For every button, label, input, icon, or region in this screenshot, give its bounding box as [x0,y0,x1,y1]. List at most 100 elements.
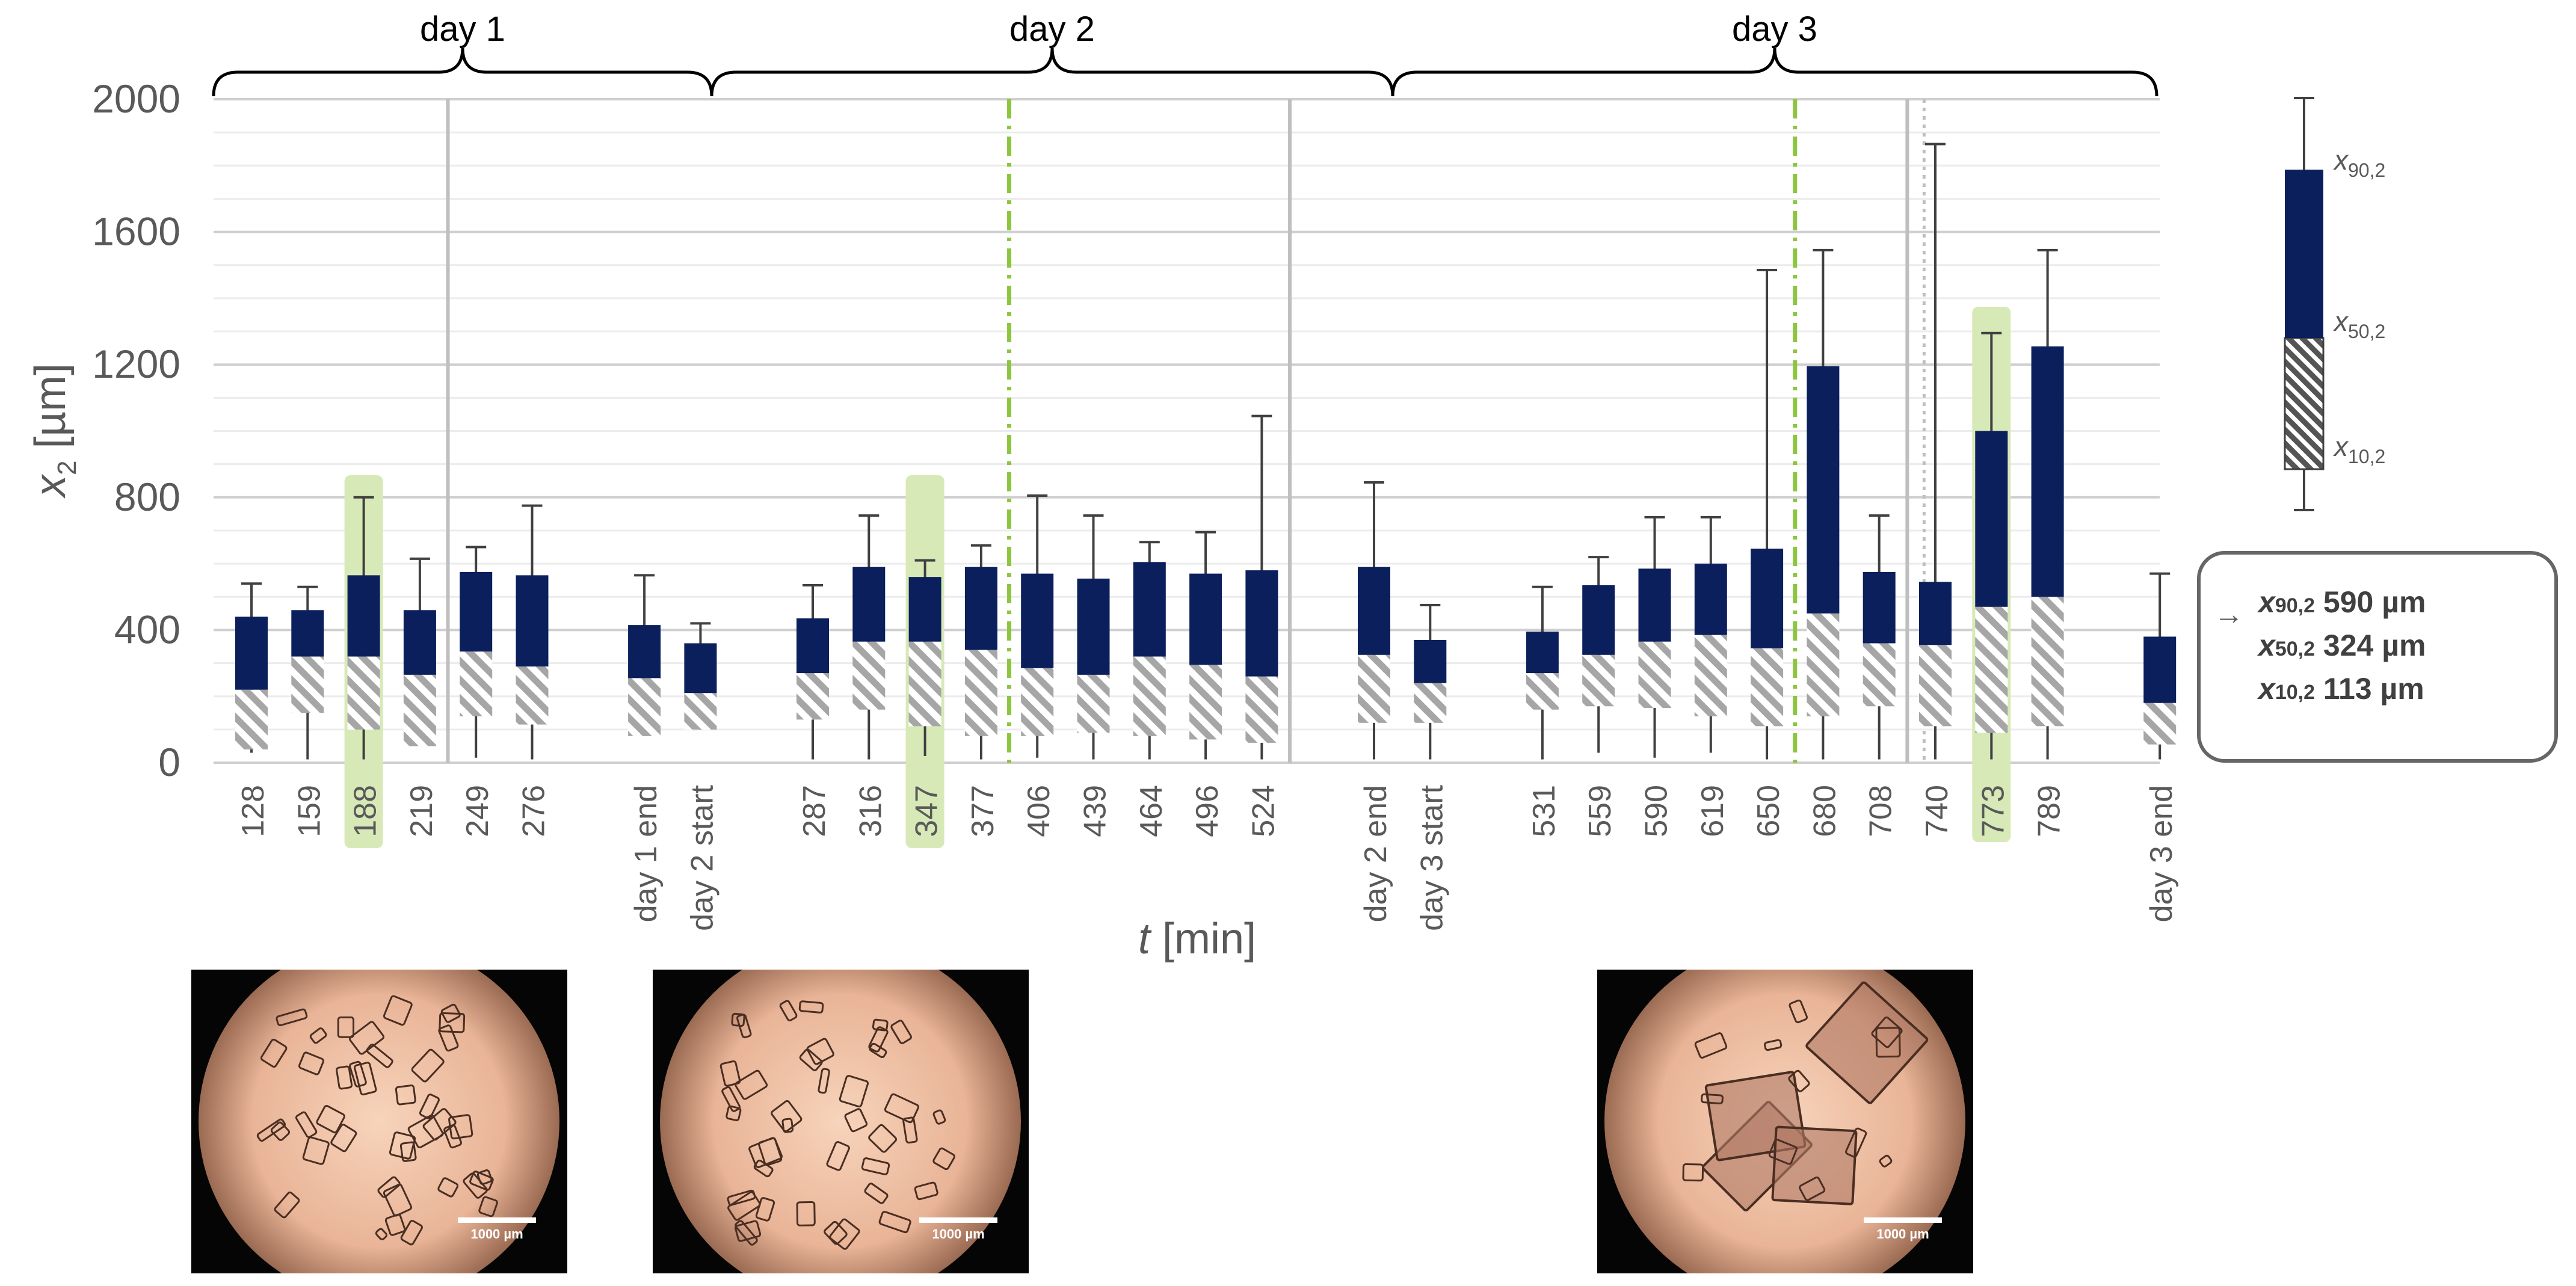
box-316: 316 [852,514,888,837]
box-lower [1133,656,1166,736]
crystal [437,1177,459,1198]
box-377: 377 [964,544,1000,837]
crystal [298,1051,325,1075]
crystal [349,1060,367,1088]
x-tick-label: 188 [348,785,383,837]
box-287: 287 [797,583,832,837]
crystal [399,1141,417,1162]
box-lower [1414,683,1447,723]
legend-label-x50: x50,2 [2333,306,2385,342]
box-650: 650 [1751,269,1786,837]
day-label: day 2 [1009,10,1095,49]
box-upper [2031,346,2064,597]
scale-bar: 1000 µm [458,1217,536,1242]
box-590: 590 [1638,515,1674,837]
crystal [736,1014,752,1039]
y-tick-label: 0 [158,740,180,784]
crystal [1845,1127,1867,1158]
microscope-field [660,970,1021,1273]
box-lower [347,656,380,730]
x-tick-label: day 3 end [2144,785,2179,922]
crystal [419,1094,440,1119]
crystal [868,1124,898,1153]
micrograph-773: 1000 µm [1597,970,1973,1273]
crystal [478,1196,498,1217]
crystal [1799,1177,1826,1201]
box-upper [1863,571,1896,644]
x-tick-label: 590 [1639,785,1674,837]
y-tick-label: 800 [114,475,180,519]
crystal [1764,1039,1783,1051]
y-axis-title: x2 [µm] [26,363,82,499]
crystal [798,1000,824,1014]
box-740: 740 [1919,143,1955,837]
crystal [861,1157,890,1175]
crystal [443,1124,462,1149]
x-tick-label: 219 [404,785,439,837]
x-tick-label: 680 [1807,785,1842,837]
crystal [337,1016,355,1038]
x-tick-label: 773 [1976,785,2011,837]
x-tick-label: 316 [853,785,888,837]
box-upper [1358,567,1390,655]
box-lower [1751,648,1784,727]
x-tick-label: 439 [1078,785,1113,837]
x-tick-label: day 2 start [685,784,719,931]
x-tick-label: 559 [1583,785,1618,837]
box-276: 276 [516,504,552,837]
day-brace [1391,48,2158,97]
crystal [302,1136,330,1165]
box-upper [1077,578,1110,675]
crystal [469,1171,494,1191]
crystal [276,1008,308,1027]
box-lower [403,674,436,746]
crystal [440,1003,461,1023]
crystal [721,1086,741,1112]
x-tick-label: 650 [1751,785,1786,837]
box-lower [628,678,661,736]
box-lower [1694,635,1727,716]
box-159: 159 [291,585,327,837]
box-773: 773 [1975,331,2011,837]
y-tick-label: 2000 [92,76,180,121]
box-lower [684,693,717,730]
crystal [389,1131,416,1160]
box-lower [1358,654,1390,723]
day-brace [212,48,713,97]
crystal [1789,999,1808,1024]
box-lower [852,641,886,710]
box-188: 188 [347,496,383,837]
box-lower [1582,654,1615,707]
box-upper [1414,639,1447,683]
crystal [727,1191,761,1221]
crystal [806,1038,834,1065]
x-tick-label: 377 [966,785,1000,837]
crystal [839,1075,869,1108]
stat-x50: x50,2 324 µm [2258,629,2426,662]
box-upper [347,575,380,657]
box-upper [852,567,886,642]
crystal [383,1183,413,1217]
day-label: day 1 [420,10,505,49]
box-531: 531 [1526,585,1562,837]
box-524: 524 [1245,414,1281,837]
crystal [826,1141,850,1171]
crystal [1694,1032,1728,1059]
micrograph-188: 1000 µm [191,970,567,1273]
crystal [448,1114,473,1140]
x-tick-label: 708 [1864,785,1899,837]
box-789: 789 [2031,248,2067,837]
scale-bar: 1000 µm [1864,1217,1942,1242]
box-day-2-start: day 2 start [684,622,719,931]
crystal [439,1012,466,1033]
crystal [366,1044,393,1068]
crystal [438,1024,459,1052]
crystal [932,1109,946,1125]
box-day-2-end: day 2 end [1358,481,1393,922]
box-lower [1638,641,1671,709]
box-619: 619 [1694,515,1730,837]
crystal [274,1192,300,1219]
y-tick-label: 1200 [92,342,180,386]
x-tick-label: 789 [2032,785,2067,837]
box-upper [797,618,829,674]
